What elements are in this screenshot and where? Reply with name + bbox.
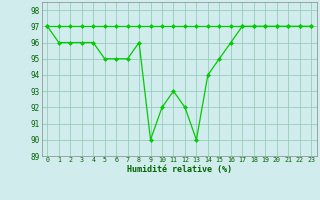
X-axis label: Humidité relative (%): Humidité relative (%) [127,165,232,174]
